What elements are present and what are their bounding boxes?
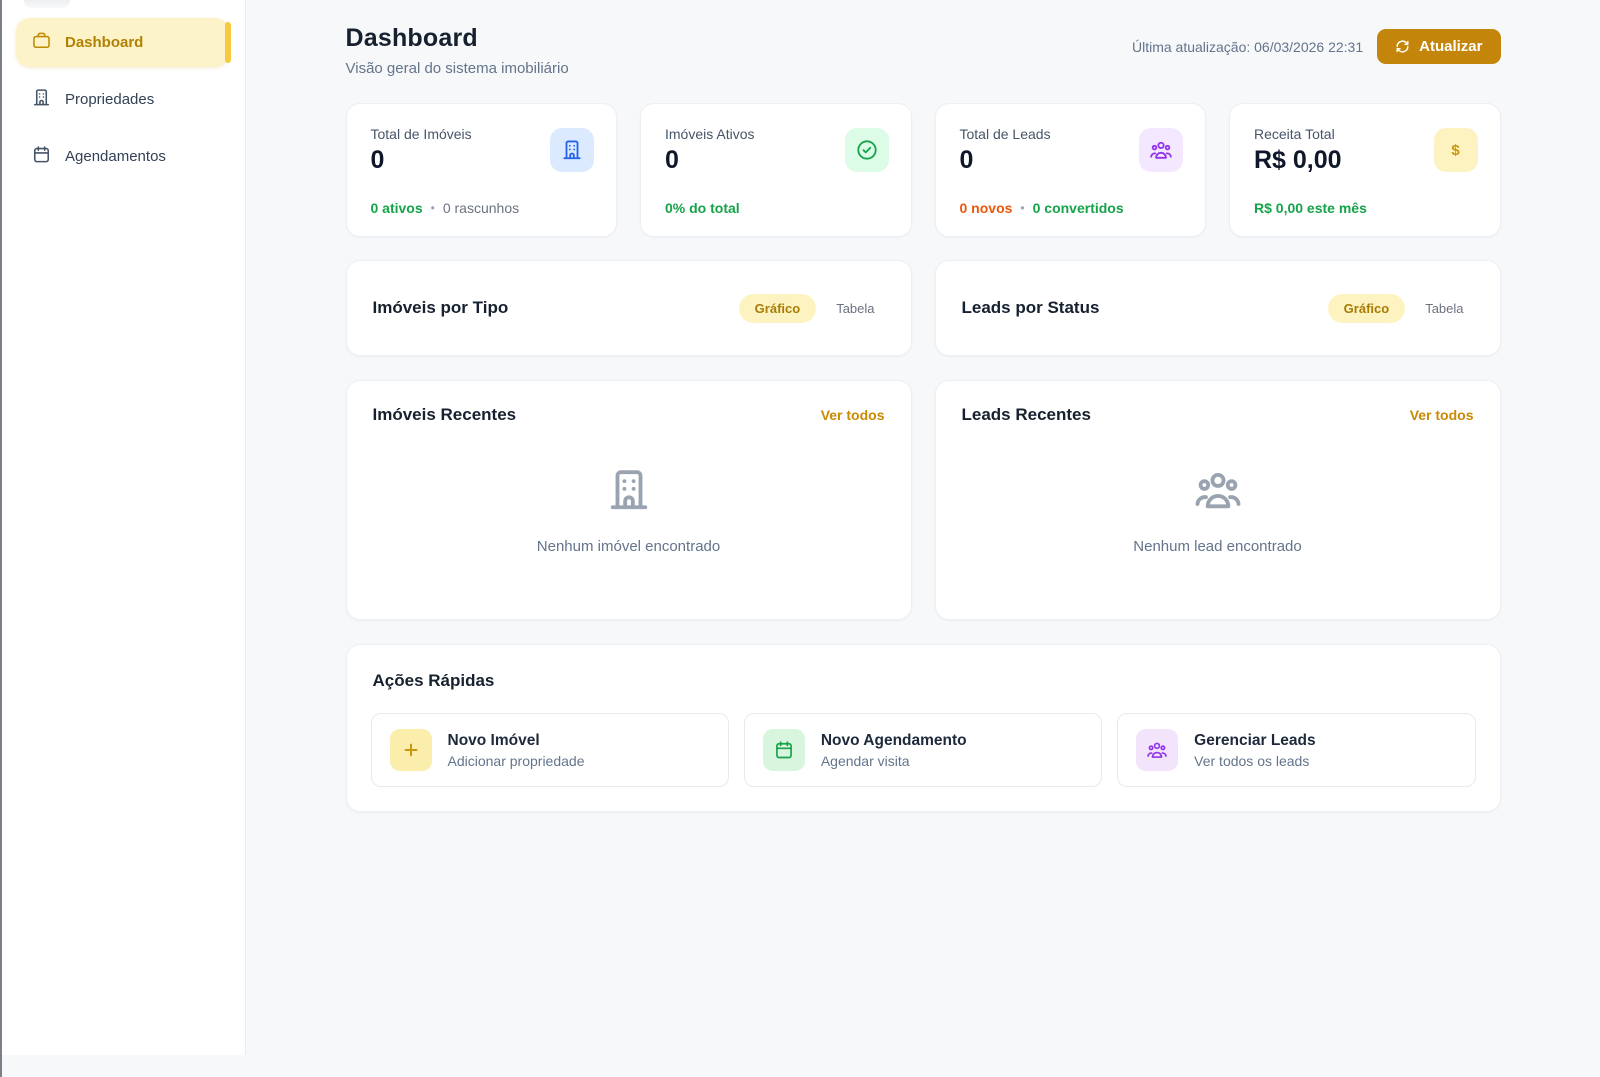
action-title: Novo Imóvel (447, 731, 540, 749)
stats-row: Total de Imóveis 0 0 ativos • 0 rascunho… (345, 103, 1501, 237)
sidebar-item-dashboard[interactable]: Dashboard (16, 18, 231, 67)
building-icon (606, 467, 652, 518)
action-subtitle: Adicionar propriedade (447, 752, 585, 769)
stat-value: R$ 0,00 (1254, 146, 1342, 174)
refresh-button-label: Atualizar (1419, 38, 1483, 55)
main-content: Dashboard Visão geral do sistema imobili… (246, 0, 1600, 1077)
stat-label: Total de Imóveis (370, 126, 472, 142)
users-icon (1139, 128, 1183, 172)
stat-card-receita-total: Receita Total R$ 0,00 $ R$ 0,00 este mês (1229, 103, 1501, 237)
stat-foot-drafts: 0 rascunhos (442, 200, 520, 216)
action-novo-agendamento[interactable]: Novo Agendamento Agendar visita (743, 713, 1103, 787)
briefcase-icon (32, 31, 51, 54)
last-update-text: Última atualização: 06/03/2026 22:31 (1131, 38, 1364, 55)
empty-state-text: Nenhum imóvel encontrado (536, 538, 721, 555)
chart-view-toggle: Gráfico Tabela (738, 293, 885, 323)
stat-label: Total de Leads (959, 126, 1051, 142)
recent-title: Imóveis Recentes (372, 405, 517, 424)
stat-value: 0 (370, 146, 385, 174)
logo (24, 0, 70, 8)
toggle-tabela-button[interactable]: Tabela (1415, 294, 1473, 323)
chart-title: Imóveis por Tipo (372, 298, 509, 317)
empty-state-text: Nenhum lead encontrado (1133, 538, 1302, 555)
separator-dot: • (1020, 201, 1025, 215)
action-title: Gerenciar Leads (1194, 731, 1316, 749)
separator-dot: • (430, 201, 435, 215)
empty-state: Nenhum lead encontrado (936, 467, 1500, 555)
sidebar: Dashboard Propriedades Agendamentos (0, 0, 246, 1055)
building-icon (550, 128, 594, 172)
recent-card-leads: Leads Recentes Ver todos Nenhum lead enc… (934, 380, 1501, 620)
sidebar-item-label: Agendamentos (65, 148, 166, 165)
quick-actions-title: Ações Rápidas (372, 671, 495, 690)
refresh-button[interactable]: Atualizar (1377, 29, 1501, 64)
sidebar-item-label: Propriedades (65, 91, 155, 108)
ver-todos-link[interactable]: Ver todos (1409, 407, 1474, 423)
action-gerenciar-leads[interactable]: Gerenciar Leads Ver todos os leads (1117, 713, 1476, 787)
stat-value: 0 (665, 146, 679, 174)
toggle-grafico-button[interactable]: Gráfico (1327, 293, 1406, 323)
stat-label: Receita Total (1254, 126, 1335, 142)
sidebar-item-agendamentos[interactable]: Agendamentos (16, 132, 229, 181)
page-subtitle: Visão geral do sistema imobiliário (345, 60, 569, 77)
stat-foot-percent: 0% do total (665, 200, 740, 216)
chart-title: Leads por Status (961, 298, 1100, 317)
page-title: Dashboard (345, 24, 478, 52)
action-subtitle: Agendar visita (820, 752, 910, 769)
chart-card-leads-por-status: Leads por Status Gráfico Tabela (934, 260, 1501, 356)
recent-card-imoveis: Imóveis Recentes Ver todos Nenhum imóvel… (345, 380, 912, 620)
calendar-icon (32, 145, 51, 168)
stat-foot-active: 0 ativos (370, 200, 423, 216)
recents-row: Imóveis Recentes Ver todos Nenhum imóvel… (345, 380, 1501, 620)
stat-card-imoveis-ativos: Imóveis Ativos 0 0% do total (640, 103, 912, 237)
action-novo-imovel[interactable]: Novo Imóvel Adicionar propriedade (370, 713, 729, 787)
chart-view-toggle: Gráfico Tabela (1327, 293, 1474, 323)
stat-foot-converted: 0 convertidos (1032, 200, 1124, 216)
window-edge (0, 0, 2, 1077)
action-subtitle: Ver todos os leads (1194, 752, 1310, 769)
ver-todos-link[interactable]: Ver todos (820, 407, 885, 423)
refresh-icon (1395, 39, 1410, 54)
action-title: Novo Agendamento (820, 731, 967, 749)
stat-value: 0 (959, 146, 974, 174)
chart-card-imoveis-por-tipo: Imóveis por Tipo Gráfico Tabela (345, 260, 912, 356)
plus-icon (389, 729, 432, 771)
check-circle-icon (844, 128, 889, 172)
dollar-icon: $ (1433, 128, 1478, 172)
toggle-tabela-button[interactable]: Tabela (826, 294, 884, 323)
users-icon (1195, 467, 1241, 518)
stat-card-total-leads: Total de Leads 0 0 novos • 0 convertidos (934, 103, 1206, 237)
stat-foot-month: R$ 0,00 este mês (1254, 200, 1367, 216)
quick-actions-card: Ações Rápidas Novo Imóvel Adicionar prop… (345, 644, 1501, 812)
sidebar-item-propriedades[interactable]: Propriedades (16, 75, 229, 124)
toggle-grafico-button[interactable]: Gráfico (738, 293, 817, 323)
charts-row: Imóveis por Tipo Gráfico Tabela Leads po… (345, 260, 1501, 356)
stat-foot-new: 0 novos (959, 200, 1013, 216)
building-icon (32, 88, 51, 111)
calendar-icon (762, 729, 805, 771)
recent-title: Leads Recentes (961, 405, 1091, 424)
page-header: Dashboard Visão geral do sistema imobili… (346, 24, 1501, 77)
stat-card-total-imoveis: Total de Imóveis 0 0 ativos • 0 rascunho… (345, 103, 617, 237)
stat-label: Imóveis Ativos (665, 126, 755, 142)
empty-state: Nenhum imóvel encontrado (347, 467, 911, 555)
sidebar-item-label: Dashboard (65, 34, 144, 51)
users-icon (1136, 729, 1179, 771)
